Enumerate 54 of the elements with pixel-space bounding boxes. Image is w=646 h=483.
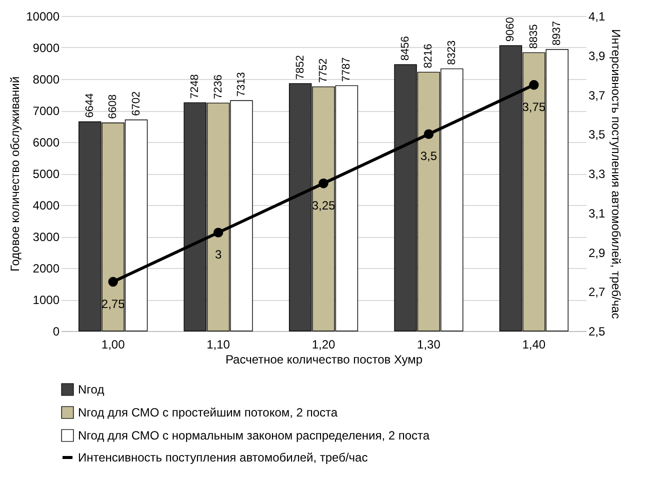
legend-label: Nгод xyxy=(78,382,104,396)
legend-label: Интенсивность поступления автомобилей, треб/час xyxy=(78,450,368,464)
data-label: 6702 xyxy=(130,91,142,116)
y-tick-label: 1000 xyxy=(32,293,60,307)
x-axis-title: Расчетное количество постов Хумр xyxy=(225,352,423,366)
data-label: 7787 xyxy=(340,57,353,82)
x-tick-label: 1,20 xyxy=(312,338,336,352)
data-label: 7248 xyxy=(189,74,202,99)
y-axis-title: Годовое количество обслуживаний xyxy=(8,76,22,272)
point xyxy=(318,178,328,188)
y-tick-label: 9000 xyxy=(32,41,60,55)
data-label: 9060 xyxy=(504,17,517,42)
data-label: 8456 xyxy=(400,36,412,61)
y2-tick-label: 3,1 xyxy=(588,206,606,220)
y-tick-label: 10000 xyxy=(26,10,60,24)
y2-tick-label: 3,3 xyxy=(588,167,606,181)
point xyxy=(529,80,539,90)
legend-label: Nгод для СМО с нормальным законом распределения, 2 поста xyxy=(78,428,430,442)
point xyxy=(108,276,118,287)
y2-tick-label: 3,7 xyxy=(588,88,606,102)
y2-tick-label: 3,9 xyxy=(588,48,606,63)
y-tick-label: 5000 xyxy=(32,167,60,181)
y2-tick-label: 4,1 xyxy=(588,10,606,24)
data-label: 7236 xyxy=(212,74,224,100)
legend-label: Nгод для СМО с простейшим потоком, 2 поста xyxy=(78,406,338,420)
x-tick-label: 1,00 xyxy=(101,338,126,352)
data-label: 8216 xyxy=(422,44,435,68)
data-label: 6608 xyxy=(107,94,120,119)
data-label: 8937 xyxy=(551,21,564,46)
data-label: 3 xyxy=(214,248,222,262)
y-tick-label: 6000 xyxy=(32,136,60,150)
x-tick-label: 1,30 xyxy=(417,338,441,352)
data-label: 7852 xyxy=(294,55,306,80)
y-tick-label: 3000 xyxy=(32,230,60,244)
x-tick-label: 1,10 xyxy=(206,338,230,352)
data-label: 3,5 xyxy=(420,149,438,164)
data-label: 7313 xyxy=(235,72,248,97)
y2-tick-label: 2,9 xyxy=(588,246,606,260)
y2-tick-label: 2,5 xyxy=(588,324,606,338)
y-tick-label: 4000 xyxy=(32,198,60,212)
x-tick-label: 1,40 xyxy=(522,338,546,352)
data-label: 8835 xyxy=(528,24,540,49)
y-tick-label: 0 xyxy=(52,324,60,338)
y2-tick-label: 2,7 xyxy=(588,285,606,300)
data-label: 6644 xyxy=(84,93,96,118)
y-tick-label: 8000 xyxy=(32,72,60,86)
point xyxy=(424,129,434,139)
data-label: 8323 xyxy=(446,40,458,65)
point xyxy=(213,228,224,238)
data-label: 7752 xyxy=(318,58,330,83)
y2-tick-label: 3,5 xyxy=(588,128,606,142)
y-tick-label: 7000 xyxy=(32,104,60,118)
y-tick-label: 2000 xyxy=(32,262,60,276)
y2-axis-title: Интерсивность поступления автомобилей, треб/час xyxy=(609,29,624,319)
